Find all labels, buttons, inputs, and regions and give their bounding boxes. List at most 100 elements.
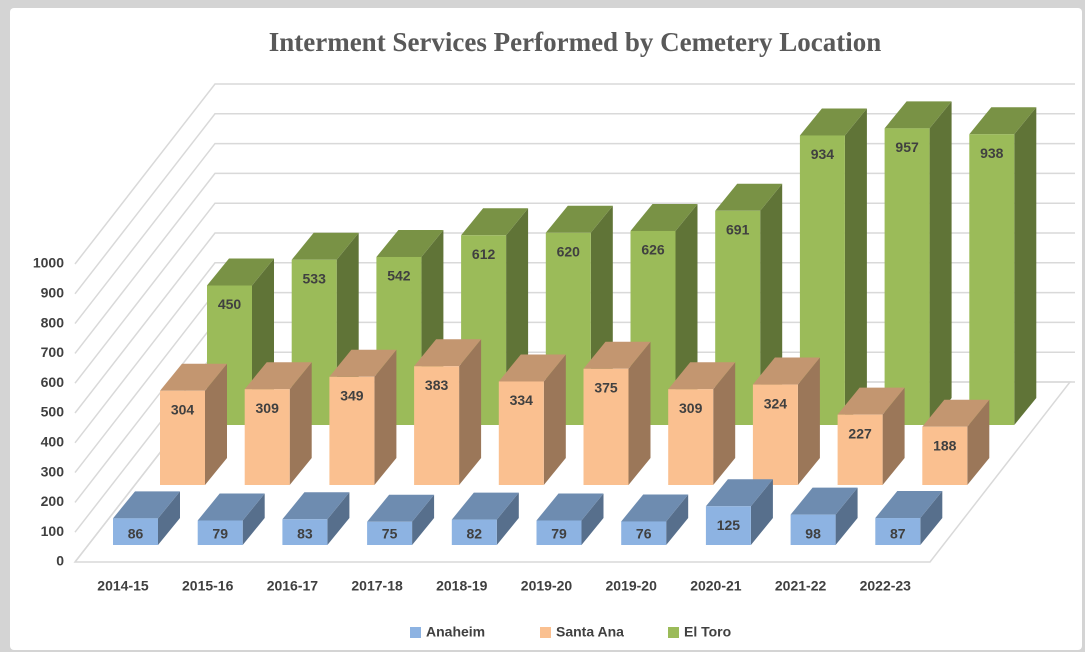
bar: 82 (451, 492, 519, 545)
bar-front (884, 128, 930, 425)
bar-front (414, 366, 460, 485)
bar-top (837, 387, 905, 415)
value-label: 83 (297, 526, 313, 542)
bar-side (666, 494, 689, 545)
bar: 309 (668, 362, 736, 485)
legend-label: Santa Ana (556, 624, 624, 640)
legend-swatch (668, 627, 679, 638)
bar-top (621, 494, 689, 522)
bar: 957 (884, 101, 952, 425)
x-tick-label: 2016-17 (267, 578, 319, 594)
bar-top (197, 493, 265, 521)
bar-side (835, 487, 858, 545)
bar-top (705, 479, 773, 507)
value-label: 125 (717, 517, 741, 533)
bar-side (844, 108, 867, 426)
bar-top (536, 493, 604, 521)
bar-front (969, 134, 1015, 425)
bar: 349 (329, 349, 397, 485)
bar: 86 (113, 491, 180, 545)
legend-label: Anaheim (426, 624, 485, 640)
bar-top (799, 108, 867, 136)
bar: 75 (367, 494, 435, 545)
y-tick-label: 900 (41, 285, 65, 301)
bar-side (1014, 107, 1037, 425)
bar-front (668, 389, 714, 485)
bar: 375 (583, 341, 651, 485)
bar-top (207, 258, 274, 286)
bar-side (920, 491, 943, 545)
bar-top (113, 491, 180, 519)
value-label: 79 (551, 526, 567, 542)
legend-swatch (540, 627, 551, 638)
bar-top (367, 494, 435, 522)
value-label: 938 (980, 145, 1004, 161)
bar: 83 (282, 492, 350, 545)
bar: 934 (799, 108, 867, 426)
value-label: 934 (811, 146, 835, 162)
grid-line (74, 83, 1075, 265)
bar-side (459, 339, 482, 485)
bar-side (543, 354, 566, 485)
bar-front (197, 520, 243, 545)
bar-front (621, 521, 667, 545)
bar-top (715, 183, 783, 211)
bar: 79 (536, 493, 604, 545)
y-tick-label: 1000 (33, 255, 64, 271)
grid-line (74, 172, 1075, 354)
x-tick-label: 2020-21 (690, 578, 742, 594)
bar: 188 (922, 399, 990, 485)
bar-top (545, 205, 613, 233)
bar-top (461, 208, 529, 236)
bar: 542 (376, 229, 444, 425)
bar-front (244, 389, 290, 485)
bar-top (291, 232, 359, 260)
bar-top (244, 362, 312, 390)
bar-top (414, 339, 482, 367)
bar-front (451, 519, 497, 545)
bar-front (752, 384, 798, 485)
grid-line (74, 113, 1075, 295)
bar-front (329, 376, 375, 485)
bars: 450 533 542 612 620 626 691 934 957 938 304 309 349 3… (113, 101, 1037, 545)
bar-side (327, 492, 350, 545)
bar-top (752, 357, 820, 385)
value-label: 309 (679, 400, 703, 416)
bar-side (289, 362, 312, 485)
bar: 87 (875, 491, 943, 545)
y-tick-label: 500 (41, 404, 65, 420)
bar: 227 (837, 387, 905, 485)
bar-side (374, 349, 397, 485)
x-tick-label: 2014-15 (97, 578, 149, 594)
bar-front (113, 518, 158, 545)
bar-top (451, 492, 519, 520)
legend-label: El Toro (684, 624, 731, 640)
value-label: 75 (382, 526, 398, 542)
grid-line (74, 262, 1075, 444)
bar: 304 (160, 363, 227, 485)
bar-top (668, 362, 736, 390)
grid-line (74, 232, 1075, 414)
bar-side (242, 493, 265, 545)
legend: Anaheim Santa Ana El Toro (410, 624, 731, 640)
x-tick-label: 2017-18 (351, 578, 403, 594)
bar-side (496, 492, 519, 545)
grid: 0 100 200 300 400 500 600 700 800 900 1000 2014-15 2… (33, 83, 1075, 594)
value-label: 324 (764, 395, 788, 411)
bar: 309 (244, 362, 312, 485)
bar: 98 (790, 487, 858, 545)
value-label: 79 (212, 526, 228, 542)
bar-side (628, 341, 651, 485)
bar-front (282, 519, 328, 545)
y-tick-label: 800 (41, 314, 65, 330)
value-label: 349 (340, 388, 364, 404)
value-label: 533 (303, 270, 327, 286)
bar: 324 (752, 357, 820, 485)
bar-side (713, 362, 736, 485)
bar-front (498, 381, 544, 485)
value-label: 450 (218, 296, 242, 312)
bar-front (875, 518, 921, 545)
x-tick-label: 2019-20 (606, 578, 658, 594)
x-tick-label: 2018-19 (436, 578, 488, 594)
x-tick-label: 2015-16 (182, 578, 234, 594)
